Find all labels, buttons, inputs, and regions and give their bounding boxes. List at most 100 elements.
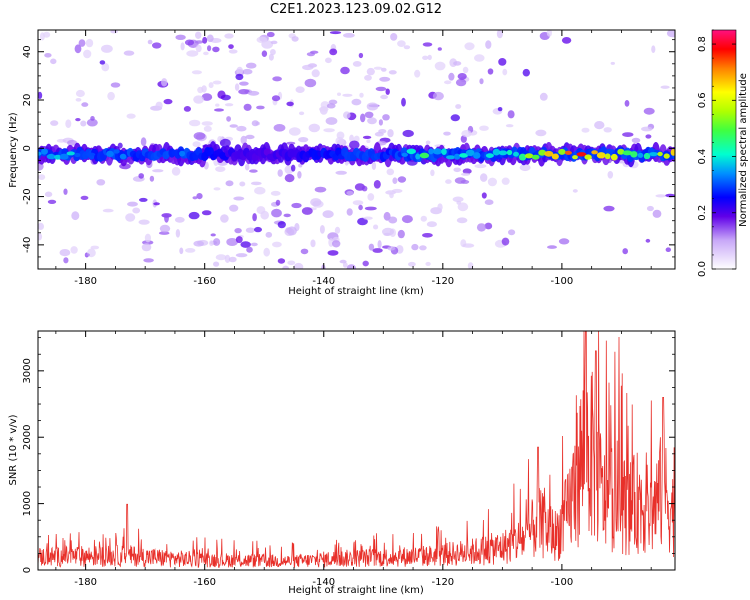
spectrogram-speckle [546,30,552,37]
spectrogram-speckle [414,69,421,78]
spectrogram-speckle [185,248,196,253]
spectrogram-speckle [349,140,360,150]
spectrogram-speckle [479,78,484,85]
spectrogram-speckle [363,216,373,220]
spectrogram-band-blob [459,153,469,158]
spectrogram-speckle [377,240,382,249]
spectrogram-speckle [397,229,405,239]
spectrogram-band-blob [518,153,527,161]
colorbar-tick-label: 0.6 [697,92,708,108]
spectrogram-speckle [283,213,291,218]
spectrogram-speckle [85,38,94,48]
spectrogram-speckle [215,254,227,261]
spectrogram-speckle [397,176,407,183]
y-tick-label: -40 [22,237,33,253]
spectrogram-speckle [195,31,202,39]
colorbar-ticks: 0.0 0.2 0.4 0.6 0.8 [697,29,736,277]
spectrogram-speckle [247,90,260,96]
spectrogram-speckle [326,103,336,109]
spectrogram-speckle [434,61,446,71]
spectrogram-speckle [192,141,201,148]
spectrogram-band-blob [432,148,443,155]
spectrogram-speckle [203,51,209,56]
spectrogram-speckle [501,237,510,246]
spectrogram-speckle [457,73,467,80]
spectrogram-speckle [487,68,494,75]
y-tick-label: 20 [22,94,33,107]
spectrogram-x-axis-label: Height of straight line (km) [288,286,424,297]
spectrogram-speckle [110,30,118,34]
spectrogram-band-blob [66,151,75,156]
spectrogram-band-blob [596,152,606,159]
spectrogram-speckle [107,91,115,101]
spectrogram-speckle [646,205,654,212]
spectrogram-speckle [201,121,213,126]
spectrogram-band-blob [419,152,430,159]
spectrogram-speckle [362,135,372,139]
spectrogram-speckle [346,190,354,196]
spectrogram-speckle [378,129,387,134]
spectrogram-speckle [152,169,164,173]
spectrogram-speckle [275,199,281,206]
spectrogram-speckle [234,83,240,91]
x-tick-label: -180 [74,577,97,588]
spectrogram-speckle [265,231,273,238]
spectrogram-speckle [420,215,427,222]
spectrogram-speckle [229,124,238,128]
spectrogram-frame [37,29,676,270]
spectrogram-speckle [432,91,444,101]
spectrogram-band-blob [401,152,409,157]
spectrogram-speckle [144,233,151,243]
x-tick-label: -140 [312,276,335,287]
spectrogram-speckle [220,214,229,223]
spectrogram-speckle [666,30,675,38]
spectrogram-speckle [380,94,388,100]
spectrogram-speckle [498,58,507,66]
spectrogram-band-blob [119,153,127,160]
spectrogram-band [38,141,675,168]
spectrogram-speckle [287,260,296,266]
spectrogram-speckle [99,60,106,65]
spectrogram-speckle [201,93,213,101]
spectrogram-speckle [126,113,136,119]
spectrogram-speckle [437,47,442,51]
spectrogram-speckle [329,48,338,56]
x-tick-label: -120 [431,276,454,287]
spectrogram-speckle [325,57,332,64]
spectrogram-speckle [243,103,252,111]
spectrogram-band-blob [630,151,638,158]
spectrogram-speckle [366,67,375,76]
spectrogram-speckle [217,90,226,99]
spectrogram-speckle [362,260,369,267]
spectrogram-speckle [50,120,59,126]
spectrogram-speckle [206,34,214,43]
spectrogram-speckle [474,54,485,62]
colorbar-tick-label: 0.0 [697,261,708,277]
x-tick-label: -100 [551,276,574,287]
spectrogram-speckle [143,258,154,263]
spectrogram-speckle [192,196,198,200]
spectrogram-speckle [235,73,244,81]
spectrogram-speckle [343,111,351,119]
spectrogram-speckle [286,101,294,107]
spectrogram-band-blob [622,150,633,156]
spectrogram-speckle [651,45,656,53]
spectrogram-speckle [65,119,72,128]
spectrogram-speckle [80,195,89,200]
spectrogram-speckle [110,82,121,88]
spectrogram-speckle [455,104,462,109]
spectrogram-speckle [277,258,286,264]
spectrogram-speckle [389,192,394,199]
spectrogram-panel: -180 -160 -140 -120 -100 -40 -20 0 20 40 Height o… [8,29,676,297]
spectrogram-speckle [288,127,301,136]
spectrogram-band-blob [38,151,42,156]
spectrogram-speckle [652,209,662,218]
spectrogram-speckle [386,168,395,176]
spectrogram-speckle [505,124,514,128]
spectrogram-speckle [86,118,98,127]
spectrogram-speckle [371,161,377,170]
spectrogram-speckle [180,42,185,51]
spectrogram-speckle [163,98,173,105]
spectrogram-speckle [132,207,141,214]
